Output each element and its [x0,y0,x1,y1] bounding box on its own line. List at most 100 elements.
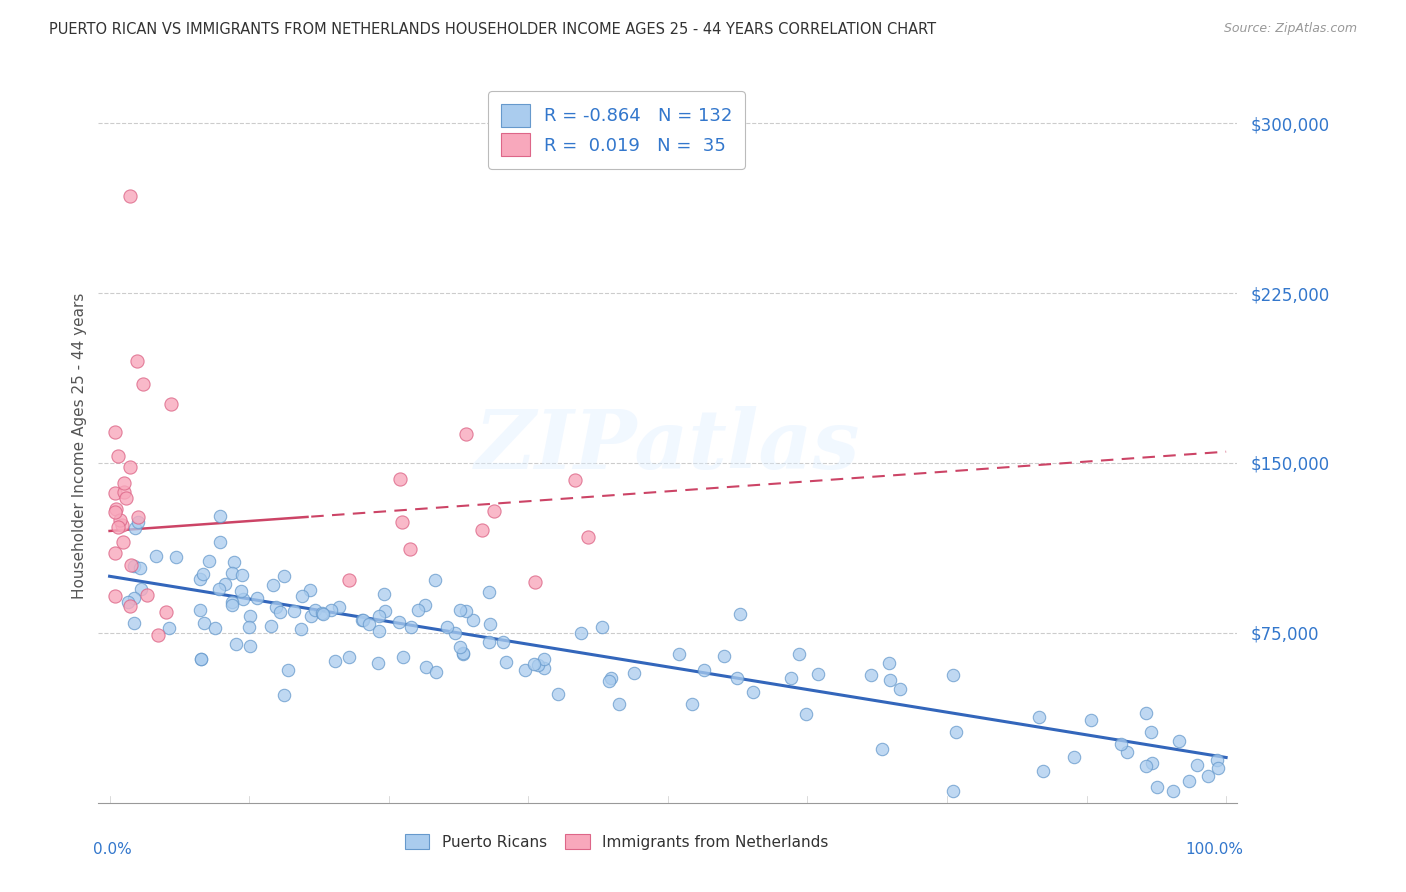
Point [124,558,146,573]
Point [112,535,135,549]
Point [725,672,748,686]
Point [193,615,215,630]
Point [623,665,645,680]
Point [120,459,142,474]
Point [224,555,246,569]
Point [436,620,458,634]
Point [495,656,517,670]
Point [231,583,253,598]
Point [350,613,373,627]
Point [1168,733,1191,747]
Point [269,606,291,620]
Point [191,567,214,582]
Point [104,590,127,604]
Point [260,618,283,632]
Point [114,491,136,505]
Point [478,585,501,599]
Point [357,617,380,632]
Point [860,668,883,682]
Point [609,697,631,711]
Point [425,665,447,679]
Point [311,606,333,620]
Point [478,634,501,648]
Point [204,622,226,636]
Point [337,650,360,665]
Point [352,613,374,627]
Point [533,652,555,666]
Point [245,591,267,605]
Point [124,521,146,535]
Point [374,605,396,619]
Point [1080,713,1102,727]
Point [214,576,236,591]
Point [277,664,299,678]
Point [188,603,211,617]
Point [190,651,212,665]
Point [1161,784,1184,798]
Point [273,569,295,583]
Point [122,615,145,630]
Point [576,530,599,544]
Point [780,671,803,685]
Point [879,673,901,687]
Point [599,671,621,685]
Point [533,660,555,674]
Point [415,660,437,674]
Point [283,604,305,618]
Point [207,582,229,597]
Point [1187,758,1209,772]
Point [492,634,515,648]
Point [127,509,149,524]
Point [451,646,474,660]
Y-axis label: Householder Income Ages 25 - 44 years: Householder Income Ages 25 - 44 years [72,293,87,599]
Point [262,578,284,592]
Point [449,640,471,655]
Point [479,616,502,631]
Point [120,558,142,573]
Point [145,549,167,564]
Point [523,575,546,590]
Point [392,650,415,665]
Point [564,473,586,487]
Point [391,515,413,529]
Point [367,656,389,670]
Point [325,654,347,668]
Point [1135,759,1157,773]
Point [527,658,550,673]
Point [1109,737,1132,751]
Point [159,621,181,635]
Legend: Puerto Ricans, Immigrants from Netherlands: Puerto Ricans, Immigrants from Netherlan… [399,828,834,855]
Point [945,724,967,739]
Point [598,673,620,688]
Point [741,684,763,698]
Point [807,667,830,681]
Point [461,613,484,627]
Point [1205,753,1227,767]
Point [117,595,139,609]
Point [513,663,536,677]
Point [208,509,231,524]
Point [942,784,965,798]
Point [208,534,231,549]
Point [681,697,703,711]
Point [368,624,391,638]
Point [1115,745,1137,759]
Text: PUERTO RICAN VS IMMIGRANTS FROM NETHERLANDS HOUSEHOLDER INCOME AGES 25 - 44 YEAR: PUERTO RICAN VS IMMIGRANTS FROM NETHERLA… [49,22,936,37]
Point [132,376,155,391]
Point [328,599,350,614]
Point [304,603,326,617]
Point [127,354,149,368]
Point [889,681,911,696]
Point [122,591,145,605]
Point [571,625,593,640]
Point [104,425,127,440]
Point [1140,725,1163,739]
Point [728,607,751,622]
Point [1032,764,1054,778]
Point [787,647,810,661]
Point [291,589,314,603]
Point [388,472,411,486]
Point [221,566,243,581]
Point [198,554,221,568]
Text: ZIPatlas: ZIPatlas [475,406,860,486]
